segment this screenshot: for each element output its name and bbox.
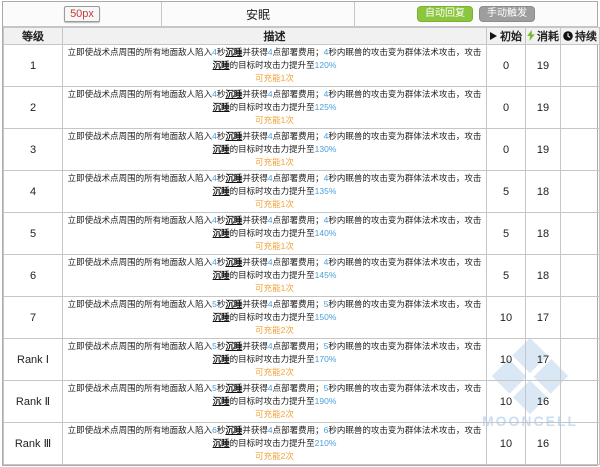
description-text: 立即使战术点周围的所有地面敌人陷入4秒沉睡并获得4点部署费用；4秒内眠兽的攻击变… <box>67 173 482 196</box>
duration-value <box>560 338 600 381</box>
level-cell: 4 <box>3 170 63 213</box>
col-header-description: 描述 <box>62 27 487 45</box>
initial-sp-value: 0 <box>486 86 526 129</box>
lightning-icon <box>527 30 535 44</box>
initial-sp-value: 5 <box>486 170 526 213</box>
charge-count: 可充能2次 <box>255 451 294 461</box>
level-cell: 7 <box>3 296 63 339</box>
level-cell: 1 <box>3 44 63 87</box>
description-cell: 立即使战术点周围的所有地面敌人陷入5秒沉睡并获得4点部署费用；5秒内眠兽的攻击变… <box>62 296 487 339</box>
col-header-cost: 消耗 <box>525 27 561 45</box>
initial-sp-value: 10 <box>486 296 526 339</box>
level-cell: Rank Ⅱ <box>3 380 63 423</box>
description-text: 立即使战术点周围的所有地面敌人陷入6秒沉睡并获得4点部署费用；6秒内眠兽的攻击变… <box>67 425 482 448</box>
skill-name: 安眠 <box>162 2 355 26</box>
level-cell: 6 <box>3 254 63 297</box>
description-text: 立即使战术点周围的所有地面敌人陷入4秒沉睡并获得4点部署费用；4秒内眠兽的攻击变… <box>67 131 482 154</box>
duration-value <box>560 128 600 171</box>
skill-level-row: 3 立即使战术点周围的所有地面敌人陷入4秒沉睡并获得4点部署费用；4秒内眠兽的攻… <box>3 128 600 171</box>
description-cell: 立即使战术点周围的所有地面敌人陷入4秒沉睡并获得4点部署费用；4秒内眠兽的攻击变… <box>62 44 487 87</box>
duration-value <box>560 296 600 339</box>
duration-value <box>560 422 600 465</box>
col-header-duration: 持续 <box>560 27 600 45</box>
initial-sp-value: 5 <box>486 254 526 297</box>
description-cell: 立即使战术点周围的所有地面敌人陷入4秒沉睡并获得4点部署费用；4秒内眠兽的攻击变… <box>62 86 487 129</box>
skill-header-row: 50px 安眠 自动回复 手动触发 <box>3 2 597 27</box>
level-cell: 5 <box>3 212 63 255</box>
clock-icon <box>563 31 573 44</box>
col-header-initial: 初始 <box>486 27 526 45</box>
sp-cost-value: 19 <box>525 44 561 87</box>
sp-cost-value: 17 <box>525 338 561 381</box>
sp-cost-value: 17 <box>525 296 561 339</box>
charge-count: 可充能2次 <box>255 367 294 377</box>
description-text: 立即使战术点周围的所有地面敌人陷入4秒沉睡并获得4点部署费用；4秒内眠兽的攻击变… <box>67 89 482 112</box>
description-text: 立即使战术点周围的所有地面敌人陷入5秒沉睡并获得4点部署费用；5秒内眠兽的攻击变… <box>67 341 482 364</box>
skill-level-row: Rank Ⅲ 立即使战术点周围的所有地面敌人陷入6秒沉睡并获得4点部署费用；6秒… <box>3 422 600 465</box>
sp-cost-value: 19 <box>525 128 561 171</box>
description-cell: 立即使战术点周围的所有地面敌人陷入5秒沉睡并获得4点部署费用；5秒内眠兽的攻击变… <box>62 338 487 381</box>
sp-cost-value: 16 <box>525 422 561 465</box>
initial-sp-value: 5 <box>486 212 526 255</box>
description-text: 立即使战术点周围的所有地面敌人陷入4秒沉睡并获得4点部署费用；4秒内眠兽的攻击变… <box>67 215 482 238</box>
description-cell: 立即使战术点周围的所有地面敌人陷入6秒沉睡并获得4点部署费用；6秒内眠兽的攻击变… <box>62 422 487 465</box>
sp-cost-value: 16 <box>525 380 561 423</box>
duration-value <box>560 170 600 213</box>
description-text: 立即使战术点周围的所有地面敌人陷入5秒沉睡并获得4点部署费用；5秒内眠兽的攻击变… <box>67 299 482 322</box>
description-cell: 立即使战术点周围的所有地面敌人陷入4秒沉睡并获得4点部署费用；4秒内眠兽的攻击变… <box>62 254 487 297</box>
charge-count: 可充能2次 <box>255 325 294 335</box>
initial-sp-value: 10 <box>486 380 526 423</box>
charge-count: 可充能1次 <box>255 241 294 251</box>
duration-value <box>560 380 600 423</box>
skill-level-table: 等级 描述 初始 消耗 持续 1 立即使战术点周围的所有地面敌人陷入4秒沉睡并获… <box>3 27 600 465</box>
skill-level-row: Rank Ⅱ 立即使战术点周围的所有地面敌人陷入5秒沉睡并获得4点部署费用；5秒… <box>3 380 600 423</box>
description-text: 立即使战术点周围的所有地面敌人陷入4秒沉睡并获得4点部署费用；4秒内眠兽的攻击变… <box>67 257 482 280</box>
duration-value <box>560 44 600 87</box>
play-icon <box>490 32 497 40</box>
column-header-row: 等级 描述 初始 消耗 持续 <box>3 27 600 45</box>
skill-icon-placeholder: 50px <box>64 6 100 22</box>
sp-cost-value: 18 <box>525 212 561 255</box>
duration-value <box>560 254 600 297</box>
col-header-level: 等级 <box>3 27 63 45</box>
skill-level-row: Rank Ⅰ 立即使战术点周围的所有地面敌人陷入5秒沉睡并获得4点部署费用；5秒… <box>3 338 600 381</box>
sp-cost-value: 19 <box>525 86 561 129</box>
charge-count: 可充能2次 <box>255 409 294 419</box>
charge-count: 可充能1次 <box>255 73 294 83</box>
initial-sp-value: 10 <box>486 338 526 381</box>
skill-level-row: 7 立即使战术点周围的所有地面敌人陷入5秒沉睡并获得4点部署费用；5秒内眠兽的攻… <box>3 296 600 339</box>
duration-value <box>560 86 600 129</box>
sp-cost-value: 18 <box>525 254 561 297</box>
skill-type-badges: 自动回复 手动触发 <box>355 2 597 26</box>
sp-recovery-badge[interactable]: 自动回复 <box>417 6 473 22</box>
initial-sp-value: 0 <box>486 44 526 87</box>
trigger-type-badge[interactable]: 手动触发 <box>479 6 535 22</box>
skill-level-row: 4 立即使战术点周围的所有地面敌人陷入4秒沉睡并获得4点部署费用；4秒内眠兽的攻… <box>3 170 600 213</box>
level-cell: Rank Ⅰ <box>3 338 63 381</box>
level-cell: 3 <box>3 128 63 171</box>
level-cell: 2 <box>3 86 63 129</box>
description-cell: 立即使战术点周围的所有地面敌人陷入5秒沉睡并获得4点部署费用；5秒内眠兽的攻击变… <box>62 380 487 423</box>
skill-level-row: 6 立即使战术点周围的所有地面敌人陷入4秒沉睡并获得4点部署费用；4秒内眠兽的攻… <box>3 254 600 297</box>
skill-icon-cell: 50px <box>3 2 162 26</box>
charge-count: 可充能1次 <box>255 283 294 293</box>
skill-level-row: 2 立即使战术点周围的所有地面敌人陷入4秒沉睡并获得4点部署费用；4秒内眠兽的攻… <box>3 86 600 129</box>
skill-level-row: 5 立即使战术点周围的所有地面敌人陷入4秒沉睡并获得4点部署费用；4秒内眠兽的攻… <box>3 212 600 255</box>
initial-sp-value: 0 <box>486 128 526 171</box>
description-text: 立即使战术点周围的所有地面敌人陷入5秒沉睡并获得4点部署费用；5秒内眠兽的攻击变… <box>67 383 482 406</box>
charge-count: 可充能1次 <box>255 157 294 167</box>
charge-count: 可充能1次 <box>255 115 294 125</box>
description-cell: 立即使战术点周围的所有地面敌人陷入4秒沉睡并获得4点部署费用；4秒内眠兽的攻击变… <box>62 128 487 171</box>
description-cell: 立即使战术点周围的所有地面敌人陷入4秒沉睡并获得4点部署费用；4秒内眠兽的攻击变… <box>62 170 487 213</box>
sp-cost-value: 18 <box>525 170 561 213</box>
description-text: 立即使战术点周围的所有地面敌人陷入4秒沉睡并获得4点部署费用；4秒内眠兽的攻击变… <box>67 47 482 70</box>
initial-sp-value: 10 <box>486 422 526 465</box>
level-cell: Rank Ⅲ <box>3 422 63 465</box>
duration-value <box>560 212 600 255</box>
charge-count: 可充能1次 <box>255 199 294 209</box>
description-cell: 立即使战术点周围的所有地面敌人陷入4秒沉睡并获得4点部署费用；4秒内眠兽的攻击变… <box>62 212 487 255</box>
skill-level-row: 1 立即使战术点周围的所有地面敌人陷入4秒沉睡并获得4点部署费用；4秒内眠兽的攻… <box>3 44 600 87</box>
